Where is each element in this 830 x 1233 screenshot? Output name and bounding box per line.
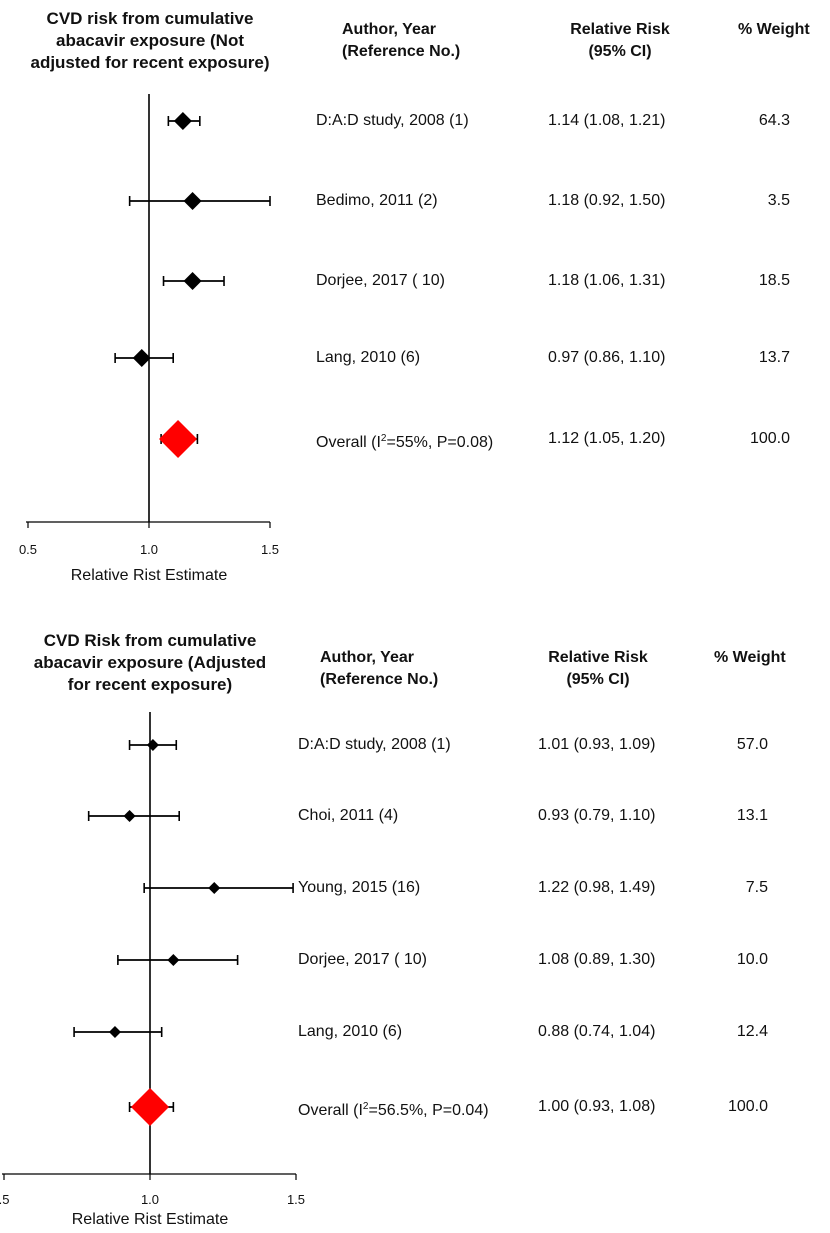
relative-risk-value: 1.14 (1.08, 1.21) (548, 112, 666, 129)
x-axis-label: Relative Rist Estimate (72, 1211, 229, 1228)
study-estimate-marker (183, 192, 202, 210)
panel-title: CVD risk from cumulative abacavir exposu… (0, 8, 300, 74)
header-line: Relative Risk (570, 21, 670, 38)
panel-title: CVD Risk from cumulative abacavir exposu… (0, 630, 300, 696)
title-line: adjusted for recent exposure) (30, 53, 270, 72)
weight-value: 12.4 (736, 1023, 768, 1040)
weight-column-header: % Weight (738, 19, 810, 41)
relative-risk-value: 1.12 (1.05, 1.20) (548, 430, 666, 447)
forest-panel-adjusted: CVD Risk from cumulative abacavir exposu… (0, 620, 830, 1233)
overall-estimate-marker (159, 420, 198, 458)
weight-column-header: % Weight (714, 647, 786, 669)
estimate-column-header: Relative Risk (95% CI) (518, 647, 678, 691)
study-column-header: Author, Year (Reference No.) (320, 647, 438, 691)
weight-value: 18.5 (758, 272, 790, 289)
relative-risk-value: 1.18 (0.92, 1.50) (548, 192, 666, 209)
study-estimate-marker (167, 954, 180, 966)
study-estimate-marker (173, 112, 192, 130)
header-line: (95% CI) (566, 671, 630, 688)
header-line: Author, Year (320, 649, 414, 666)
title-line: for recent exposure) (67, 675, 233, 694)
forest-panel-unadjusted: CVD risk from cumulative abacavir exposu… (0, 0, 830, 600)
relative-risk-value: 0.97 (0.86, 1.10) (548, 349, 666, 366)
study-estimate-marker (108, 1026, 121, 1038)
estimate-column-header: Relative Risk (95% CI) (540, 19, 700, 63)
forest-plot: .5 1.0 1.5 Relative Rist Estimate (0, 712, 305, 1228)
overall-estimate-marker (131, 1088, 169, 1126)
relative-risk-value: 0.93 (0.79, 1.10) (538, 807, 656, 824)
relative-risk-value: 0.88 (0.74, 1.04) (538, 1023, 656, 1040)
weight-value: 13.7 (758, 349, 790, 366)
relative-risk-value: 1.22 (0.98, 1.49) (538, 879, 656, 896)
header-line: (95% CI) (588, 43, 652, 60)
study-label: Dorjee, 2017 ( 10) (316, 272, 445, 289)
header-line: Author, Year (342, 21, 436, 38)
weight-value: 100.0 (749, 430, 790, 447)
header-line: (Reference No.) (342, 43, 461, 60)
study-label: D:A:D study, 2008 (1) (298, 736, 451, 753)
x-tick-label: 1.0 (140, 542, 158, 557)
study-estimate-marker (208, 882, 221, 894)
overall-label: Overall (I2=56.5%, P=0.04) (298, 1101, 489, 1119)
study-label: Lang, 2010 (6) (316, 349, 421, 366)
header-line: (Reference No.) (320, 671, 439, 688)
study-label: D:A:D study, 2008 (1) (316, 112, 469, 129)
i-squared-superscript: 2 (362, 1101, 369, 1112)
title-line: abacavir exposure (Not (55, 31, 244, 50)
weight-value: 57.0 (736, 736, 768, 753)
relative-risk-value: 1.00 (0.93, 1.08) (538, 1098, 656, 1115)
header-line: Relative Risk (548, 649, 648, 666)
study-estimate-marker (146, 739, 159, 751)
study-column-header: Author, Year (Reference No.) (342, 19, 460, 63)
x-tick-label: 1.0 (141, 1192, 159, 1207)
title-line: CVD Risk from cumulative (43, 631, 257, 650)
weight-value: 3.5 (767, 192, 790, 209)
weight-value: 13.1 (736, 807, 768, 824)
x-axis-label: Relative Rist Estimate (71, 567, 228, 584)
title-line: abacavir exposure (Adjusted (33, 653, 267, 672)
relative-risk-value: 1.01 (0.93, 1.09) (538, 736, 656, 753)
x-tick-label: .5 (0, 1192, 9, 1207)
study-label: Dorjee, 2017 ( 10) (298, 951, 427, 968)
weight-value: 64.3 (758, 112, 790, 129)
study-label: Bedimo, 2011 (2) (316, 192, 438, 209)
header-line: % Weight (714, 649, 786, 666)
x-tick-label: 1.5 (261, 542, 279, 557)
overall-label: Overall (I2=55%, P=0.08) (316, 433, 494, 451)
title-line: CVD risk from cumulative (46, 9, 254, 28)
study-label: Choi, 2011 (4) (298, 807, 399, 824)
study-estimate-marker (183, 272, 202, 290)
weight-value: 10.0 (736, 951, 768, 968)
relative-risk-value: 1.08 (0.89, 1.30) (538, 951, 656, 968)
weight-value: 7.5 (745, 879, 768, 896)
study-label: Lang, 2010 (6) (298, 1023, 403, 1040)
relative-risk-value: 1.18 (1.06, 1.31) (548, 272, 666, 289)
study-label: Young, 2015 (16) (298, 879, 421, 896)
x-tick-label: 0.5 (19, 542, 37, 557)
study-estimate-marker (123, 810, 136, 822)
weight-value: 100.0 (727, 1098, 768, 1115)
i-squared-superscript: 2 (380, 433, 387, 444)
header-line: % Weight (738, 21, 810, 38)
x-tick-label: 1.5 (287, 1192, 305, 1207)
study-estimate-marker (132, 349, 151, 367)
forest-plot: 0.5 1.0 1.5 Relative Rist Estimate (19, 94, 279, 584)
